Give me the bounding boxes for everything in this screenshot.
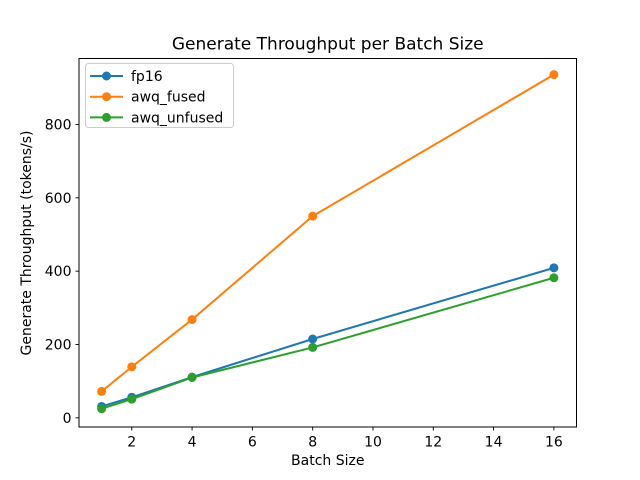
x-axis-tick-label: 10 <box>364 435 382 451</box>
y-axis-tick-label: 200 <box>45 338 72 354</box>
legend-marker-awq_fused <box>102 92 111 102</box>
x-axis-tick-label: 2 <box>127 435 136 451</box>
x-axis-tick-label: 16 <box>545 435 563 451</box>
data-point-awq_fused <box>308 211 318 221</box>
x-axis-tick-label: 8 <box>308 435 317 451</box>
legend-marker-fp16 <box>102 71 111 81</box>
chart-title: Generate Throughput per Batch Size <box>172 35 484 55</box>
x-axis-tick-label: 12 <box>424 435 442 451</box>
y-axis-tick-label: 400 <box>45 264 72 280</box>
x-axis-label: Batch Size <box>291 453 364 469</box>
data-point-awq_fused <box>187 315 197 325</box>
legend-marker-awq_unfused <box>102 112 111 122</box>
data-point-fp16 <box>308 334 318 344</box>
data-point-awq_fused <box>127 362 137 372</box>
x-axis-tick-label: 4 <box>188 435 197 451</box>
data-point-awq_unfused <box>308 342 318 352</box>
data-point-awq_unfused <box>549 273 559 283</box>
data-point-awq_unfused <box>127 394 137 404</box>
y-axis-tick-label: 800 <box>45 118 72 134</box>
data-point-awq_fused <box>549 70 559 80</box>
legend-label-fp16: fp16 <box>131 69 163 85</box>
legend-box <box>85 63 234 128</box>
data-point-awq_unfused <box>97 404 107 414</box>
data-point-awq_fused <box>97 386 107 396</box>
y-axis-tick-label: 600 <box>45 191 72 207</box>
data-point-awq_unfused <box>187 373 197 382</box>
y-axis-label: Generate Throughput (tokens/s) <box>19 131 35 356</box>
plot-border <box>78 58 577 428</box>
x-axis-tick-label: 14 <box>485 435 503 451</box>
data-point-fp16 <box>549 263 559 273</box>
y-axis-tick-label: 0 <box>63 411 72 427</box>
x-axis-tick-label: 6 <box>248 435 257 451</box>
series-line-awq_unfused <box>100 276 555 410</box>
legend-label-awq_unfused: awq_unfused <box>131 110 223 126</box>
legend-label-awq_fused: awq_fused <box>131 90 206 106</box>
